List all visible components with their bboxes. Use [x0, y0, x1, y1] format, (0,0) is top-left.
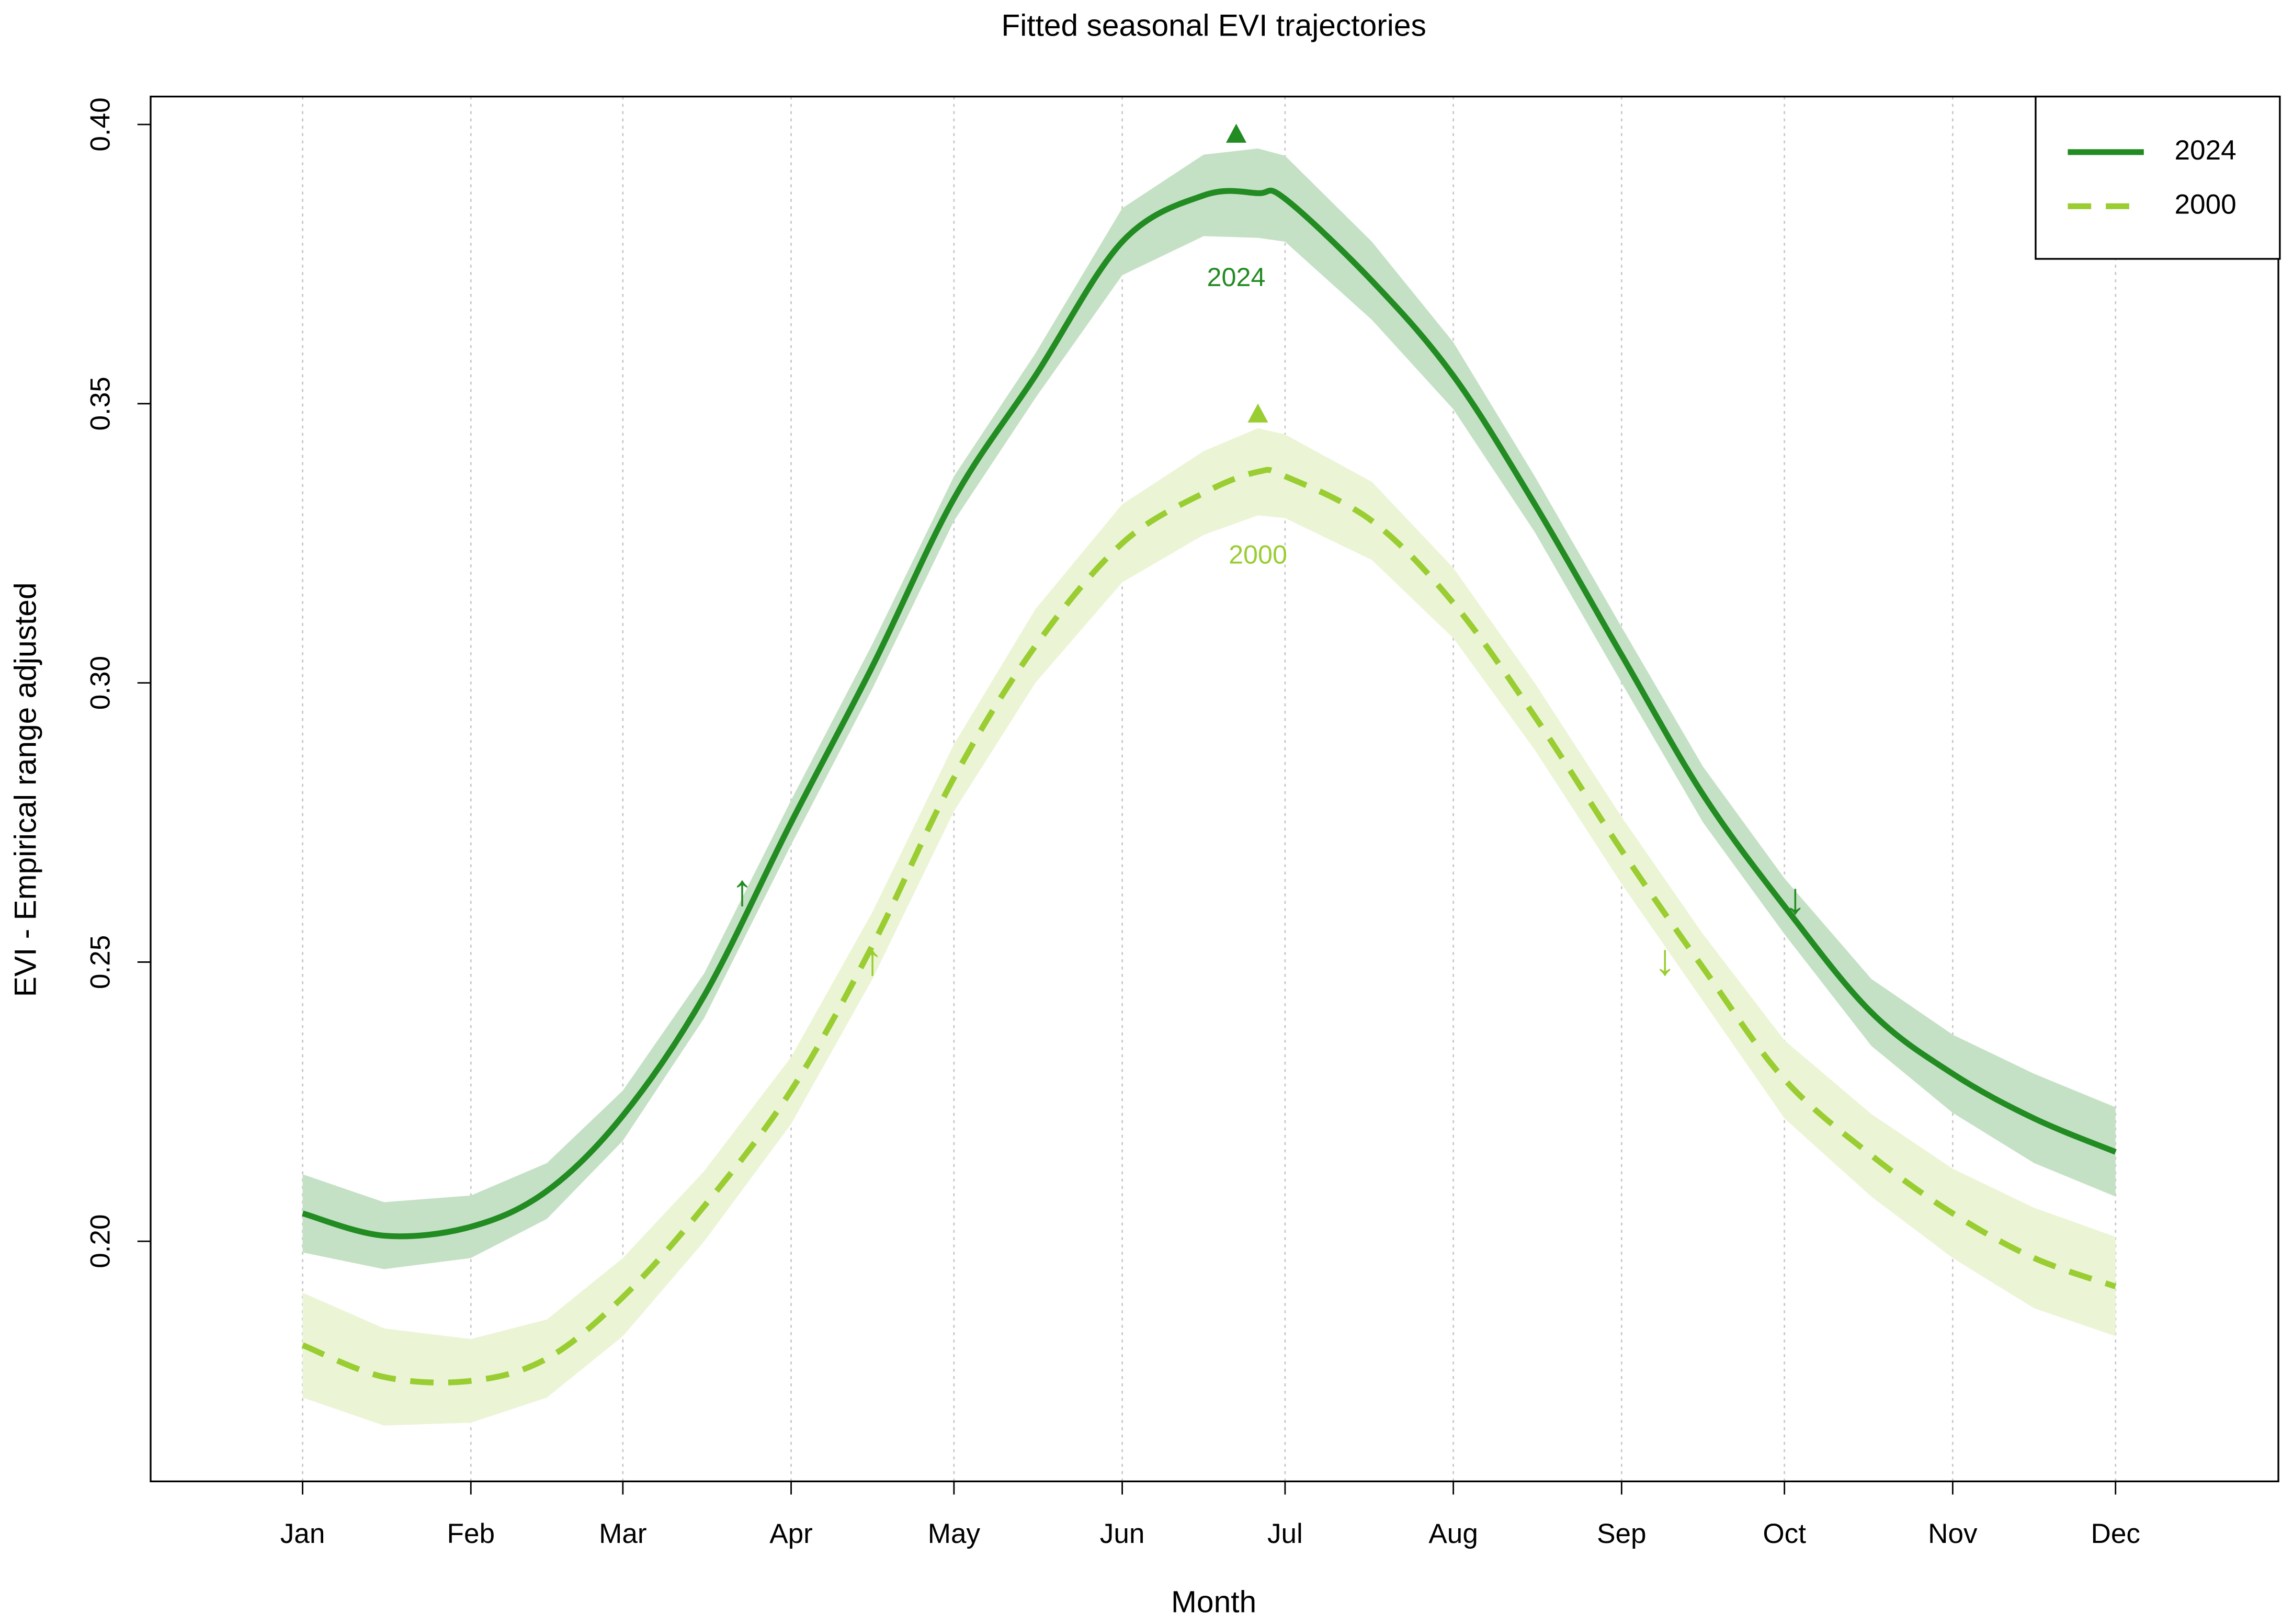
y-tick-label: 0.25	[85, 935, 116, 989]
legend-label: 2024	[2175, 135, 2237, 166]
y-tick-label: 0.30	[85, 656, 116, 710]
x-tick-label: May	[928, 1518, 981, 1549]
y-tick-label: 0.40	[85, 97, 116, 151]
x-tick-label: Nov	[1928, 1518, 1978, 1549]
plot-frame	[150, 95, 2279, 1483]
x-tick-label: Jun	[1100, 1518, 1145, 1549]
arrow-annotation: ↓	[1784, 873, 1806, 923]
x-tick-label: Jul	[1267, 1518, 1303, 1549]
legend-label: 2000	[2175, 189, 2237, 220]
y-axis-label: EVI - Empirical range adjusted	[9, 582, 43, 997]
x-tick-label: Oct	[1763, 1518, 1806, 1549]
x-axis-label: Month	[1171, 1585, 1256, 1619]
x-tick-label: Apr	[769, 1518, 813, 1549]
peak-label: 2000	[1229, 540, 1287, 570]
series-line	[301, 467, 2117, 1385]
arrow-annotation: ↑	[861, 935, 883, 984]
confidence-band	[302, 428, 2116, 1426]
x-tick-label: Aug	[1428, 1518, 1478, 1549]
y-tick-label: 0.20	[85, 1214, 116, 1268]
x-tick-label: Dec	[2091, 1518, 2140, 1549]
series-line	[302, 187, 2117, 1240]
peak-label: 2024	[1207, 262, 1266, 292]
y-tick-label: 0.35	[85, 377, 116, 430]
legend-box	[2035, 95, 2281, 260]
arrow-annotation: ↓	[1654, 935, 1676, 984]
chart-title: Fitted seasonal EVI trajectories	[1001, 9, 1426, 43]
x-tick-label: Mar	[599, 1518, 646, 1549]
x-tick-label: Sep	[1597, 1518, 1647, 1549]
x-tick-label: Feb	[447, 1518, 495, 1549]
arrow-annotation: ↑	[731, 865, 753, 914]
x-tick-label: Jan	[280, 1518, 325, 1549]
peak-marker	[1247, 403, 1268, 423]
peak-marker	[1225, 123, 1247, 143]
